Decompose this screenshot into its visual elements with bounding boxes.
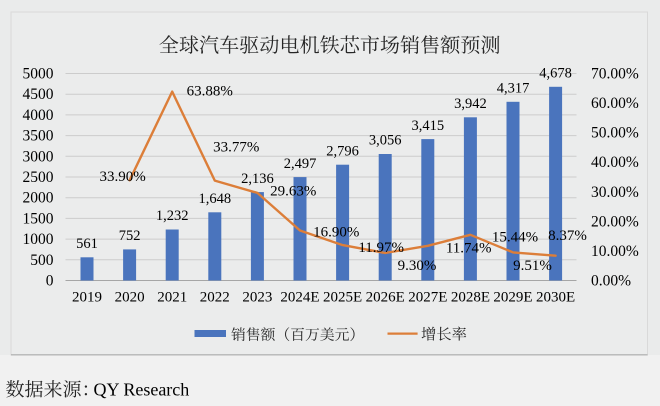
svg-text:2027E: 2027E — [408, 290, 447, 306]
svg-text:2024E: 2024E — [280, 290, 319, 306]
svg-text:2020: 2020 — [115, 290, 145, 306]
svg-text:3,415: 3,415 — [411, 118, 444, 134]
svg-text:2,136: 2,136 — [241, 171, 274, 187]
svg-text:30.00%: 30.00% — [591, 184, 639, 201]
svg-text:2022: 2022 — [200, 290, 230, 306]
svg-text:33.90%: 33.90% — [99, 169, 145, 185]
svg-text:0: 0 — [46, 273, 54, 290]
svg-text:2021: 2021 — [157, 290, 187, 306]
svg-text:1,232: 1,232 — [156, 208, 189, 224]
svg-text:QY Research: QY Research — [94, 380, 190, 400]
svg-text:2026E: 2026E — [366, 290, 405, 306]
svg-text:2028E: 2028E — [451, 290, 490, 306]
svg-text:2025E: 2025E — [323, 290, 362, 306]
svg-text:2019: 2019 — [72, 290, 102, 306]
svg-text:2023: 2023 — [242, 290, 272, 306]
svg-text:5000: 5000 — [23, 66, 54, 83]
svg-text:8.37%: 8.37% — [548, 228, 587, 244]
svg-text:1,648: 1,648 — [198, 191, 231, 207]
svg-text:29.63%: 29.63% — [270, 184, 316, 200]
svg-text:11.74%: 11.74% — [446, 240, 492, 256]
svg-text:11.97%: 11.97% — [358, 240, 404, 256]
svg-text:2500: 2500 — [23, 169, 54, 186]
svg-text:40.00%: 40.00% — [591, 154, 639, 171]
svg-text:4,317: 4,317 — [497, 81, 530, 97]
svg-text:4500: 4500 — [23, 86, 54, 103]
svg-text:33.77%: 33.77% — [213, 140, 259, 156]
svg-text:3000: 3000 — [23, 148, 54, 165]
svg-text:9.51%: 9.51% — [513, 258, 552, 274]
svg-text:0.00%: 0.00% — [591, 273, 631, 290]
svg-text:2,796: 2,796 — [326, 143, 359, 159]
svg-text:16.90%: 16.90% — [313, 224, 359, 240]
svg-text:9.30%: 9.30% — [398, 258, 437, 274]
svg-text:63.88%: 63.88% — [187, 84, 233, 100]
svg-text:752: 752 — [119, 228, 141, 244]
svg-text:4,678: 4,678 — [539, 66, 572, 82]
svg-text:50.00%: 50.00% — [591, 125, 639, 142]
svg-text:2029E: 2029E — [493, 290, 532, 306]
svg-text:60.00%: 60.00% — [591, 95, 639, 112]
svg-text:2000: 2000 — [23, 190, 54, 207]
svg-text:3,942: 3,942 — [454, 96, 487, 112]
svg-text:1000: 1000 — [23, 231, 54, 248]
svg-text:561: 561 — [76, 236, 98, 252]
svg-text:4000: 4000 — [23, 107, 54, 124]
svg-text:2,497: 2,497 — [284, 156, 317, 172]
svg-text:70.00%: 70.00% — [591, 66, 639, 83]
svg-text:1500: 1500 — [23, 210, 54, 227]
svg-text:3,056: 3,056 — [369, 133, 402, 149]
svg-text:500: 500 — [30, 252, 54, 269]
svg-text:3500: 3500 — [23, 128, 54, 145]
svg-text:15.44%: 15.44% — [492, 229, 538, 245]
svg-text:2030E: 2030E — [536, 290, 575, 306]
svg-text:20.00%: 20.00% — [591, 213, 639, 230]
svg-text:10.00%: 10.00% — [591, 243, 639, 260]
